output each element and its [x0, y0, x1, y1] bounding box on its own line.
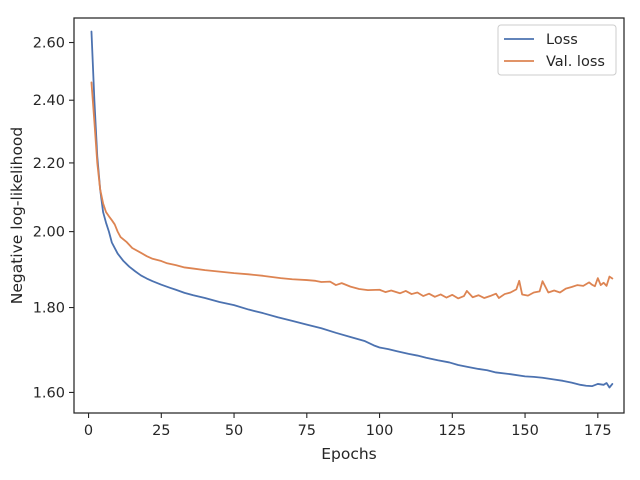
legend-label-loss: Loss [546, 32, 578, 48]
series-line-val-loss [90, 81, 614, 300]
y-tick-label: 2.00 [33, 225, 65, 241]
x-tick-label: 150 [511, 423, 539, 439]
series-layer [90, 30, 614, 389]
x-tick-label: 100 [366, 423, 394, 439]
x-tick-label: 75 [298, 423, 316, 439]
y-tick-label: 2.20 [33, 156, 65, 172]
legend: Loss Val. loss [497, 24, 617, 76]
y-tick-label: 2.40 [33, 93, 65, 109]
x-tick-label: 50 [225, 423, 243, 439]
x-axis: 0 25 50 75 100 125 150 175 [84, 413, 612, 439]
series-line-loss [90, 30, 614, 389]
x-tick-label: 125 [438, 423, 466, 439]
x-axis-title: Epochs [321, 445, 377, 463]
legend-label-val-loss: Val. loss [546, 54, 605, 70]
x-tick-label: 175 [584, 423, 612, 439]
y-axis: 1.60 1.80 2.00 2.20 2.40 2.60 [33, 36, 74, 401]
y-axis-title: Negative log-likelihood [8, 127, 26, 305]
y-tick-label: 2.60 [33, 36, 65, 52]
legend-box [497, 24, 617, 76]
y-tick-label: 1.80 [33, 301, 65, 317]
plot-frame [73, 17, 625, 414]
x-tick-label: 25 [152, 423, 170, 439]
y-tick-label: 1.60 [33, 385, 65, 401]
x-tick-label: 0 [84, 423, 93, 439]
